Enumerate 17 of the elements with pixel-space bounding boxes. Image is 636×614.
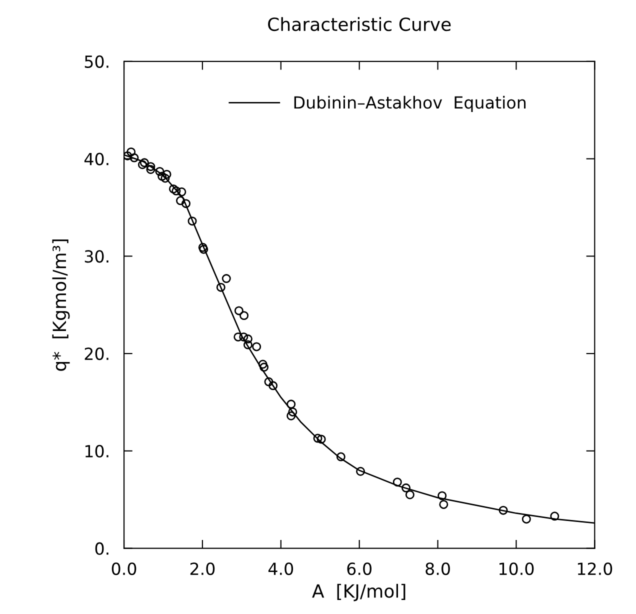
x-tick-label: 10.0 xyxy=(499,562,534,576)
legend-label: Dubinin–Astakhov Equation xyxy=(294,96,526,112)
y-tick-label: 40. xyxy=(84,152,108,166)
x-axis-title: A [KJ/mol] xyxy=(312,584,406,602)
y-tick-label: 50. xyxy=(84,55,108,68)
y-tick-label: 20. xyxy=(84,348,108,360)
x-tick-label: 2.0 xyxy=(190,562,215,576)
y-tick-label: 30. xyxy=(84,250,108,263)
y-axis-title: q* [Kgmol/m³] xyxy=(52,239,70,371)
x-tick-label: 4.0 xyxy=(268,562,294,576)
x-tick-label: 8.0 xyxy=(426,562,450,576)
y-tick-label: 0. xyxy=(95,542,108,555)
y-tick-label: 10. xyxy=(85,444,108,458)
chart-title: Characteristic Curve xyxy=(268,17,451,32)
x-tick-label: 6.0 xyxy=(347,562,372,576)
x-tick-label: 12.0 xyxy=(578,562,612,576)
x-tick-label: 0.0 xyxy=(112,562,136,576)
